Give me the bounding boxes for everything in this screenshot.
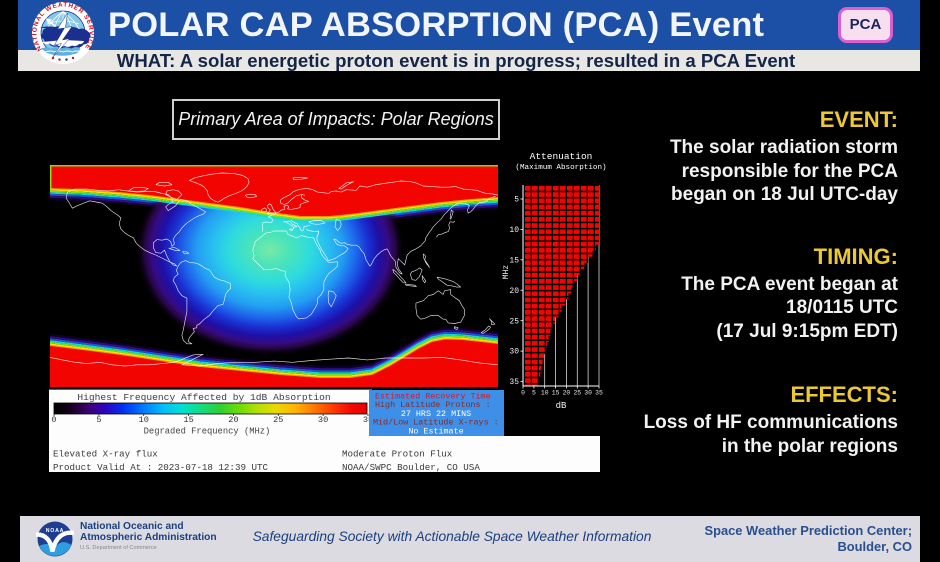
svg-text:Mid/Low Latitude X-rays :: Mid/Low Latitude X-rays : [373,418,499,428]
svg-text:35: 35 [595,390,603,397]
svg-text:30: 30 [318,415,328,425]
svg-text:10: 10 [541,390,549,397]
svg-text:15: 15 [552,390,560,397]
svg-text:Moderate Proton Flux: Moderate Proton Flux [342,449,453,460]
svg-text:dB: dB [556,401,567,411]
svg-text:10: 10 [509,226,519,235]
svg-text:30: 30 [584,390,592,397]
svg-text:0: 0 [521,390,525,397]
svg-text:20: 20 [563,390,571,397]
svg-text:Elevated X-ray flux: Elevated X-ray flux [53,449,158,460]
svg-text:No Estimate: No Estimate [408,427,463,437]
svg-text:25: 25 [509,317,519,326]
svg-text:Degraded Frequency (MHz): Degraded Frequency (MHz) [144,427,271,437]
svg-text:35: 35 [509,378,519,387]
svg-text:NOAA: NOAA [46,528,64,534]
svg-text:5: 5 [532,390,536,397]
svg-text:Attenuation: Attenuation [530,151,593,162]
svg-text:20: 20 [509,287,519,296]
svg-text:35: 35 [363,415,373,425]
svg-text:25: 25 [273,415,283,425]
svg-text:15: 15 [509,256,519,265]
svg-text:25: 25 [573,390,581,397]
svg-text:NOAA/SWPC Boulder, CO USA: NOAA/SWPC Boulder, CO USA [342,462,480,473]
svg-text:15: 15 [183,415,193,425]
svg-text:5: 5 [96,415,101,425]
svg-text:High Latitude Protons :: High Latitude Protons : [375,400,491,410]
svg-text:20: 20 [228,415,238,425]
svg-text:Estimated Recovery Time: Estimated Recovery Time [375,392,491,402]
svg-text:30: 30 [509,348,519,357]
svg-text:27 HRS 22 MINS: 27 HRS 22 MINS [401,409,471,419]
svg-text:MHz: MHz [502,265,511,280]
svg-text:(Maximum Absorption): (Maximum Absorption) [515,164,606,172]
svg-text:10: 10 [139,415,149,425]
svg-text:Product Valid At : 2023-07-18: Product Valid At : 2023-07-18 12:39 UTC [53,462,269,473]
svg-text:0: 0 [51,415,56,425]
svg-text:5: 5 [514,196,519,205]
svg-text:Highest Frequency Affected by: Highest Frequency Affected by 1dB Absorp… [77,392,330,403]
